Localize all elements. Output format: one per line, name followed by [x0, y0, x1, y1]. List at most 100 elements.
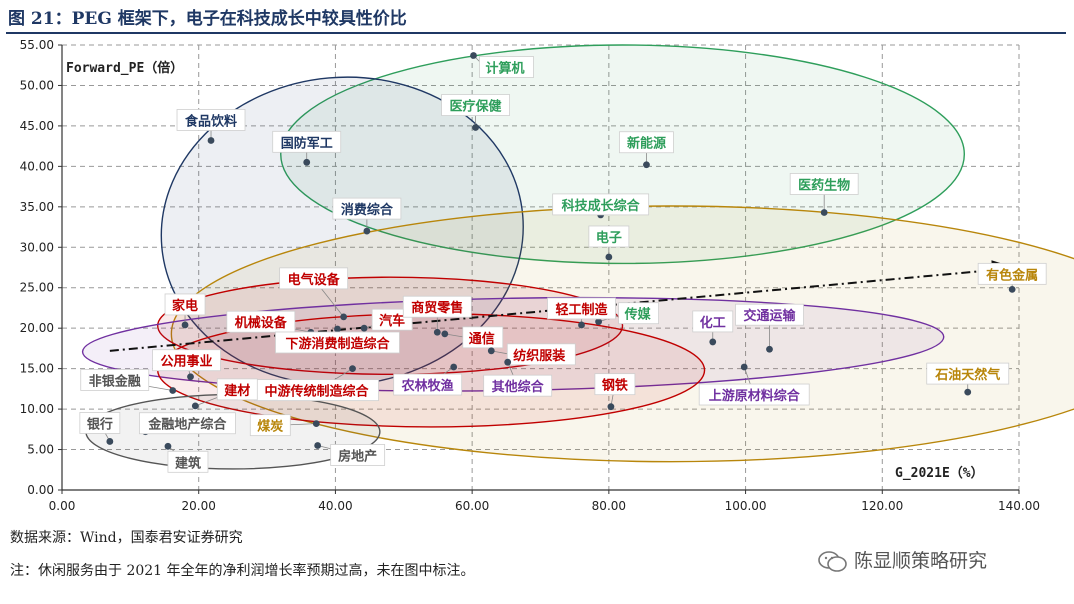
x-tick-label: 60.00 — [455, 499, 489, 513]
point-label: 医疗保健 — [450, 99, 502, 115]
data-point — [595, 318, 603, 326]
label-box — [594, 373, 636, 396]
data-point — [820, 209, 828, 216]
point-label: 有色金属 — [986, 267, 1038, 283]
point-label: 建材 — [224, 383, 250, 399]
point-label: 交通运输 — [743, 308, 796, 324]
source-note: 数据来源：Wind，国泰君安证券研究 — [10, 530, 243, 546]
y-tick-label: 45.00 — [20, 119, 54, 133]
label-box — [789, 173, 859, 195]
label-box — [479, 56, 534, 78]
point-label: 轻工制造 — [556, 302, 609, 318]
point-label: 计算机 — [486, 61, 525, 77]
label-box — [692, 310, 734, 333]
data-point — [441, 330, 449, 338]
data-point — [340, 313, 348, 321]
y-axis-label: Forward_PE（倍） — [66, 60, 183, 76]
data-point — [349, 365, 356, 373]
data-point — [470, 52, 477, 59]
point-label: 国防军工 — [281, 135, 333, 151]
data-point — [740, 363, 748, 371]
label-box — [552, 193, 650, 216]
watermark-text: 陈显顺策略研究 — [854, 550, 988, 572]
data-point — [643, 161, 650, 169]
y-tick-label: 40.00 — [20, 159, 54, 173]
data-point — [709, 338, 717, 346]
y-tick-label: 30.00 — [20, 240, 54, 254]
label-box — [167, 450, 209, 473]
data-point — [1008, 285, 1016, 293]
label-box — [80, 369, 150, 391]
data-point — [964, 388, 972, 396]
point-label: 汽车 — [379, 313, 405, 329]
label-box — [402, 295, 472, 318]
label-box — [393, 373, 463, 396]
label-box — [619, 131, 674, 154]
y-tick-label: 0.00 — [27, 483, 54, 497]
label-box — [275, 331, 400, 354]
data-point — [605, 253, 613, 261]
point-label: 消费综合 — [341, 202, 394, 218]
figure-title: 图 21：PEG 框架下，电子在科技成长中较具性价比 — [8, 9, 407, 29]
data-point — [578, 321, 585, 329]
watermark: 陈显顺策略研究 — [818, 546, 987, 573]
point-label: 下游消费制造综合 — [285, 336, 390, 352]
data-point — [334, 325, 341, 333]
point-label: 传媒 — [624, 307, 652, 323]
point-label: 上游原材料综合 — [709, 388, 801, 404]
point-label: 电气设备 — [288, 272, 341, 288]
x-axis-label: G_2021E（%） — [895, 465, 984, 481]
point-label: 中游传统制造综合 — [265, 384, 370, 400]
point-label: 其他综合 — [492, 379, 545, 395]
point-label: 煤炭 — [257, 419, 283, 435]
data-point — [360, 324, 368, 332]
point-label: 公用事业 — [161, 354, 213, 370]
point-label: 非银金融 — [89, 373, 141, 389]
data-point — [181, 321, 189, 329]
point-label: 农林牧渔 — [401, 378, 454, 394]
data-point — [164, 442, 172, 450]
x-tick-label: 120.00 — [861, 499, 903, 513]
data-point — [187, 373, 194, 381]
label-box — [371, 308, 413, 331]
label-box — [216, 378, 258, 401]
y-tick-label: 15.00 — [20, 362, 54, 376]
data-point — [504, 358, 512, 366]
label-box — [79, 412, 121, 434]
point-label: 石油天然气 — [934, 367, 1000, 383]
label-box — [152, 349, 221, 372]
label-box — [618, 302, 660, 325]
label-box — [226, 310, 296, 333]
x-tick-label: 140.00 — [998, 499, 1040, 513]
y-tick-label: 25.00 — [20, 281, 54, 295]
data-point — [191, 402, 199, 410]
point-label: 通信 — [469, 331, 495, 347]
point-label: 电子 — [596, 230, 622, 246]
x-tick-label: 100.00 — [725, 499, 767, 513]
point-label: 金融地产综合 — [147, 417, 227, 433]
data-point — [363, 227, 371, 235]
point-label: 机械设备 — [235, 315, 288, 331]
y-tick-label: 35.00 — [20, 200, 54, 214]
y-tick-label: 50.00 — [20, 78, 54, 92]
point-label: 医药生物 — [798, 177, 850, 193]
point-label: 纺织服装 — [513, 348, 565, 364]
label-box — [332, 197, 402, 220]
x-tick-label: 0.00 — [49, 499, 76, 513]
data-point — [766, 345, 773, 353]
wechat-icon — [818, 550, 847, 572]
label-box — [735, 303, 804, 326]
label-box — [506, 343, 576, 366]
point-label: 钢铁 — [602, 378, 628, 394]
x-tick-label: 80.00 — [592, 499, 626, 513]
grid-layer — [62, 44, 1020, 490]
label-box — [547, 297, 616, 320]
data-point — [207, 137, 215, 144]
label-box — [138, 412, 236, 435]
label-box — [926, 362, 1010, 385]
label-box — [272, 130, 342, 153]
footnote: 注：休闲服务由于 2021 年全年的净利润增长率预期过高，未在图中标注。 — [10, 563, 475, 579]
data-point — [106, 438, 114, 445]
y-tick-label: 55.00 — [20, 38, 54, 52]
